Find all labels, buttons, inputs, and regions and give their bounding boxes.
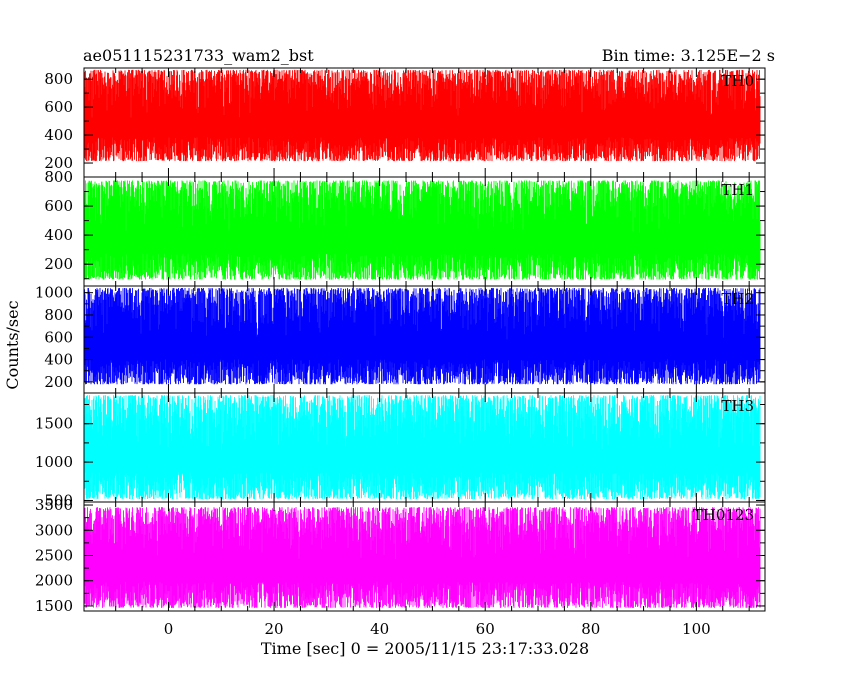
y-axis-label: Counts/sec [3, 300, 22, 389]
y-tick-label: 400 [44, 226, 73, 244]
y-tick-label: 3000 [35, 521, 73, 539]
series-th2-trace [84, 288, 761, 385]
y-tick-label: 1000 [35, 453, 73, 471]
y-tick-label: 600 [44, 98, 73, 116]
y-tick-label: 2500 [35, 546, 73, 564]
series-th3-trace [84, 395, 761, 500]
panel-frame [83, 501, 766, 612]
x-axis: 0 20 40 60 80 100 [164, 620, 711, 638]
y-tick-label: 800 [44, 168, 73, 186]
y-tick-label: 400 [44, 351, 73, 369]
series-th0123-trace [84, 507, 761, 608]
chart-title: ae051115231733_wam2_bst [83, 46, 314, 65]
y-tick-label: 200 [44, 255, 73, 273]
y-tick-label: 200 [44, 373, 73, 391]
panel-th0: 200 400 600 800 TH0 [44, 67, 766, 178]
y-tick-label: 1500 [35, 597, 73, 615]
y-tick-label: 600 [44, 197, 73, 215]
panel-name-label: TH2 [721, 290, 754, 308]
y-tick-label: 1500 [35, 415, 73, 433]
y-tick-label: 800 [44, 306, 73, 324]
panel-th2: 200 400 600 800 1000 TH2 [35, 284, 766, 394]
panel-name-label: TH0 [721, 72, 754, 90]
y-tick-label: 800 [44, 70, 73, 88]
x-tick-label: 0 [164, 620, 174, 638]
panel-name-label: TH3 [721, 397, 754, 415]
bin-time-label: Bin time: 3.125E−2 s [602, 46, 775, 65]
x-tick-label: 60 [476, 620, 495, 638]
y-tick-label: 400 [44, 126, 73, 144]
y-tick-label: 1000 [35, 284, 73, 302]
x-tick-label: 80 [581, 620, 600, 638]
panel-th3: 500 1000 1500 TH3 [35, 392, 766, 509]
panel-th0123: 1500 2000 2500 3000 3500 TH0123 [35, 496, 766, 615]
x-tick-label: 40 [370, 620, 389, 638]
x-tick-label: 100 [682, 620, 711, 638]
series-th1-trace [84, 180, 761, 280]
panel-th1: 200 400 600 800 TH1 [44, 168, 766, 287]
y-tick-label: 2000 [35, 572, 73, 590]
panels-group: 200 400 600 800 TH0 200 400 600 800 TH1 200 400 600 8… [35, 67, 766, 615]
y-tick-label: 200 [44, 154, 73, 172]
y-tick-label: 3500 [35, 496, 73, 514]
panel-name-label: TH1 [721, 181, 754, 199]
x-axis-label: Time [sec] 0 = 2005/11/15 23:17:33.028 [261, 639, 589, 658]
x-tick-label: 20 [264, 620, 283, 638]
panel-name-label: TH0123 [693, 506, 754, 524]
series-th0-trace [84, 69, 761, 162]
y-tick-label: 600 [44, 328, 73, 346]
y-tick-label: 500 [44, 491, 73, 509]
